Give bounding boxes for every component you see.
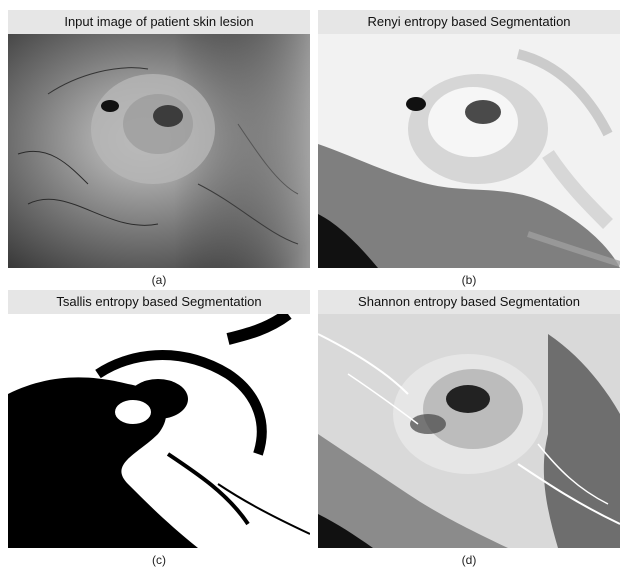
panel-d-title: Shannon entropy based Segmentation [318, 290, 620, 314]
panel-a: Input image of patient skin lesion [8, 10, 310, 268]
caption-b: (b) [461, 273, 477, 287]
panel-b-title: Renyi entropy based Segmentation [318, 10, 620, 34]
caption-a: (a) [151, 273, 167, 287]
caption-d: (d) [461, 553, 477, 567]
panel-d-image [318, 314, 620, 548]
panel-a-title: Input image of patient skin lesion [8, 10, 310, 34]
panel-a-image [8, 34, 310, 268]
panel-b-image [318, 34, 620, 268]
panel-c-image [8, 314, 310, 548]
panel-c-title: Tsallis entropy based Segmentation [8, 290, 310, 314]
panel-c: Tsallis entropy based Segmentation [8, 290, 310, 548]
panel-b: Renyi entropy based Segmentation [318, 10, 620, 268]
caption-c: (c) [152, 553, 166, 567]
panel-d: Shannon entropy based Segmentation [318, 290, 620, 548]
